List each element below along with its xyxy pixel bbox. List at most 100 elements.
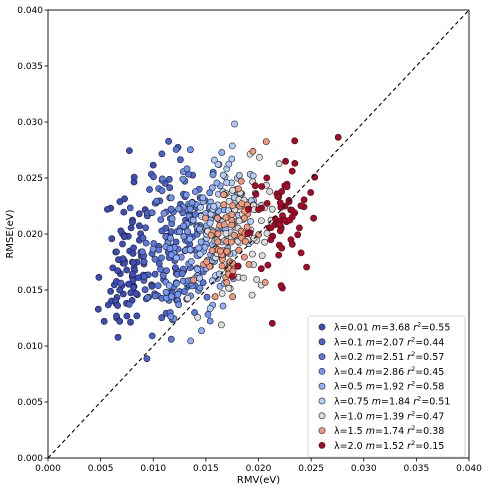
- data-point-series-0: [130, 283, 137, 291]
- data-point-series-2: [138, 248, 146, 256]
- data-point-series-8: [278, 188, 286, 195]
- data-point-series-6: [229, 186, 236, 194]
- data-point-series-8: [258, 183, 266, 190]
- data-point-series-1: [139, 234, 147, 242]
- data-point-series-3: [160, 209, 168, 217]
- data-point-series-7: [235, 246, 243, 254]
- data-point-series-7: [230, 231, 238, 239]
- data-point-series-7: [235, 185, 242, 193]
- data-point-series-3: [179, 175, 187, 183]
- data-point-series-4: [208, 184, 216, 192]
- data-point-series-2: [172, 146, 180, 153]
- data-point-series-6: [217, 321, 225, 329]
- data-point-series-7: [237, 177, 245, 185]
- data-point-series-8: [303, 263, 310, 271]
- data-point-series-0: [133, 312, 141, 320]
- data-point-series-7: [214, 230, 222, 238]
- data-point-series-0: [123, 266, 131, 274]
- data-point-series-8: [276, 221, 284, 228]
- data-point-series-8: [288, 167, 296, 175]
- data-point-series-8: [274, 193, 281, 200]
- data-point-series-0: [95, 273, 103, 281]
- data-point-series-8: [300, 196, 308, 204]
- legend-marker: [318, 441, 326, 449]
- data-point-series-1: [171, 264, 179, 271]
- data-point-series-1: [126, 204, 134, 212]
- data-point-series-3: [183, 165, 191, 173]
- data-point-series-2: [158, 187, 166, 195]
- data-point-series-8: [288, 206, 296, 214]
- data-point-series-0: [128, 218, 136, 226]
- data-point-series-6: [268, 205, 276, 213]
- y-tick-label: 0.035: [17, 62, 43, 72]
- data-point-series-7: [249, 147, 257, 155]
- data-point-series-2: [154, 282, 162, 289]
- x-tick-label: 0.010: [140, 464, 166, 474]
- data-point-series-8: [288, 240, 296, 248]
- data-point-series-1: [165, 175, 173, 183]
- data-point-series-1: [166, 184, 174, 192]
- data-point-series-8: [297, 202, 305, 210]
- legend-entry: λ=2.0 m=1.52 r2=0.15: [334, 439, 444, 452]
- data-point-series-7: [222, 214, 230, 222]
- data-point-series-8: [267, 236, 275, 244]
- data-point-series-1: [165, 137, 172, 145]
- data-point-series-2: [167, 205, 175, 213]
- data-point-series-8: [275, 251, 283, 259]
- data-point-series-2: [148, 209, 156, 217]
- data-point-series-1: [142, 224, 149, 232]
- data-point-series-0: [100, 317, 108, 325]
- data-point-series-6: [235, 217, 243, 225]
- legend-entry: λ=0.75 m=1.84 r2=0.51: [334, 395, 450, 408]
- data-point-series-0: [108, 235, 116, 243]
- y-tick-label: 0.025: [17, 174, 43, 184]
- y-tick-label: 0.010: [17, 342, 43, 352]
- data-point-series-3: [191, 188, 199, 195]
- y-tick-label: 0.000: [17, 454, 43, 464]
- data-point-series-0: [123, 312, 131, 320]
- data-point-series-1: [146, 186, 153, 193]
- data-point-series-7: [228, 211, 236, 218]
- data-point-series-7: [218, 262, 226, 270]
- data-point-series-6: [275, 160, 283, 168]
- data-point-series-5: [219, 171, 227, 179]
- data-point-series-0: [120, 233, 128, 241]
- data-point-series-7: [229, 202, 237, 209]
- data-point-series-8: [334, 133, 342, 141]
- data-point-series-2: [159, 271, 167, 279]
- data-point-series-3: [166, 245, 174, 252]
- data-point-series-1: [150, 173, 157, 181]
- data-point-series-2: [144, 294, 151, 301]
- data-point-series-7: [223, 247, 231, 255]
- x-axis-label: RMV(eV): [237, 475, 280, 486]
- data-point-series-7: [213, 214, 221, 222]
- data-point-series-4: [213, 179, 221, 187]
- data-point-series-8: [291, 137, 299, 145]
- legend-marker: [318, 382, 326, 390]
- data-point-series-8: [252, 190, 260, 198]
- data-point-series-0: [129, 250, 137, 257]
- data-point-series-5: [223, 179, 231, 186]
- data-point-series-8: [228, 273, 236, 280]
- data-point-series-1: [148, 332, 156, 340]
- data-point-series-6: [253, 276, 260, 283]
- data-point-series-6: [266, 188, 274, 195]
- data-point-series-2: [151, 255, 159, 263]
- legend-box: [307, 315, 466, 458]
- data-point-series-7: [203, 258, 211, 266]
- data-point-series-2: [151, 292, 159, 300]
- data-point-series-4: [219, 302, 227, 310]
- data-point-series-5: [247, 217, 254, 225]
- data-point-series-3: [168, 293, 175, 300]
- data-point-series-5: [231, 120, 238, 128]
- data-point-series-3: [186, 146, 194, 154]
- data-point-series-7: [245, 260, 253, 268]
- data-point-series-2: [158, 254, 165, 262]
- data-point-series-7: [208, 247, 216, 254]
- data-point-series-2: [191, 210, 199, 218]
- data-point-series-5: [206, 305, 214, 312]
- data-point-series-5: [228, 142, 236, 150]
- legend-marker: [318, 397, 326, 405]
- data-point-series-4: [186, 246, 194, 253]
- diagonal-reference-line: [47, 9, 470, 459]
